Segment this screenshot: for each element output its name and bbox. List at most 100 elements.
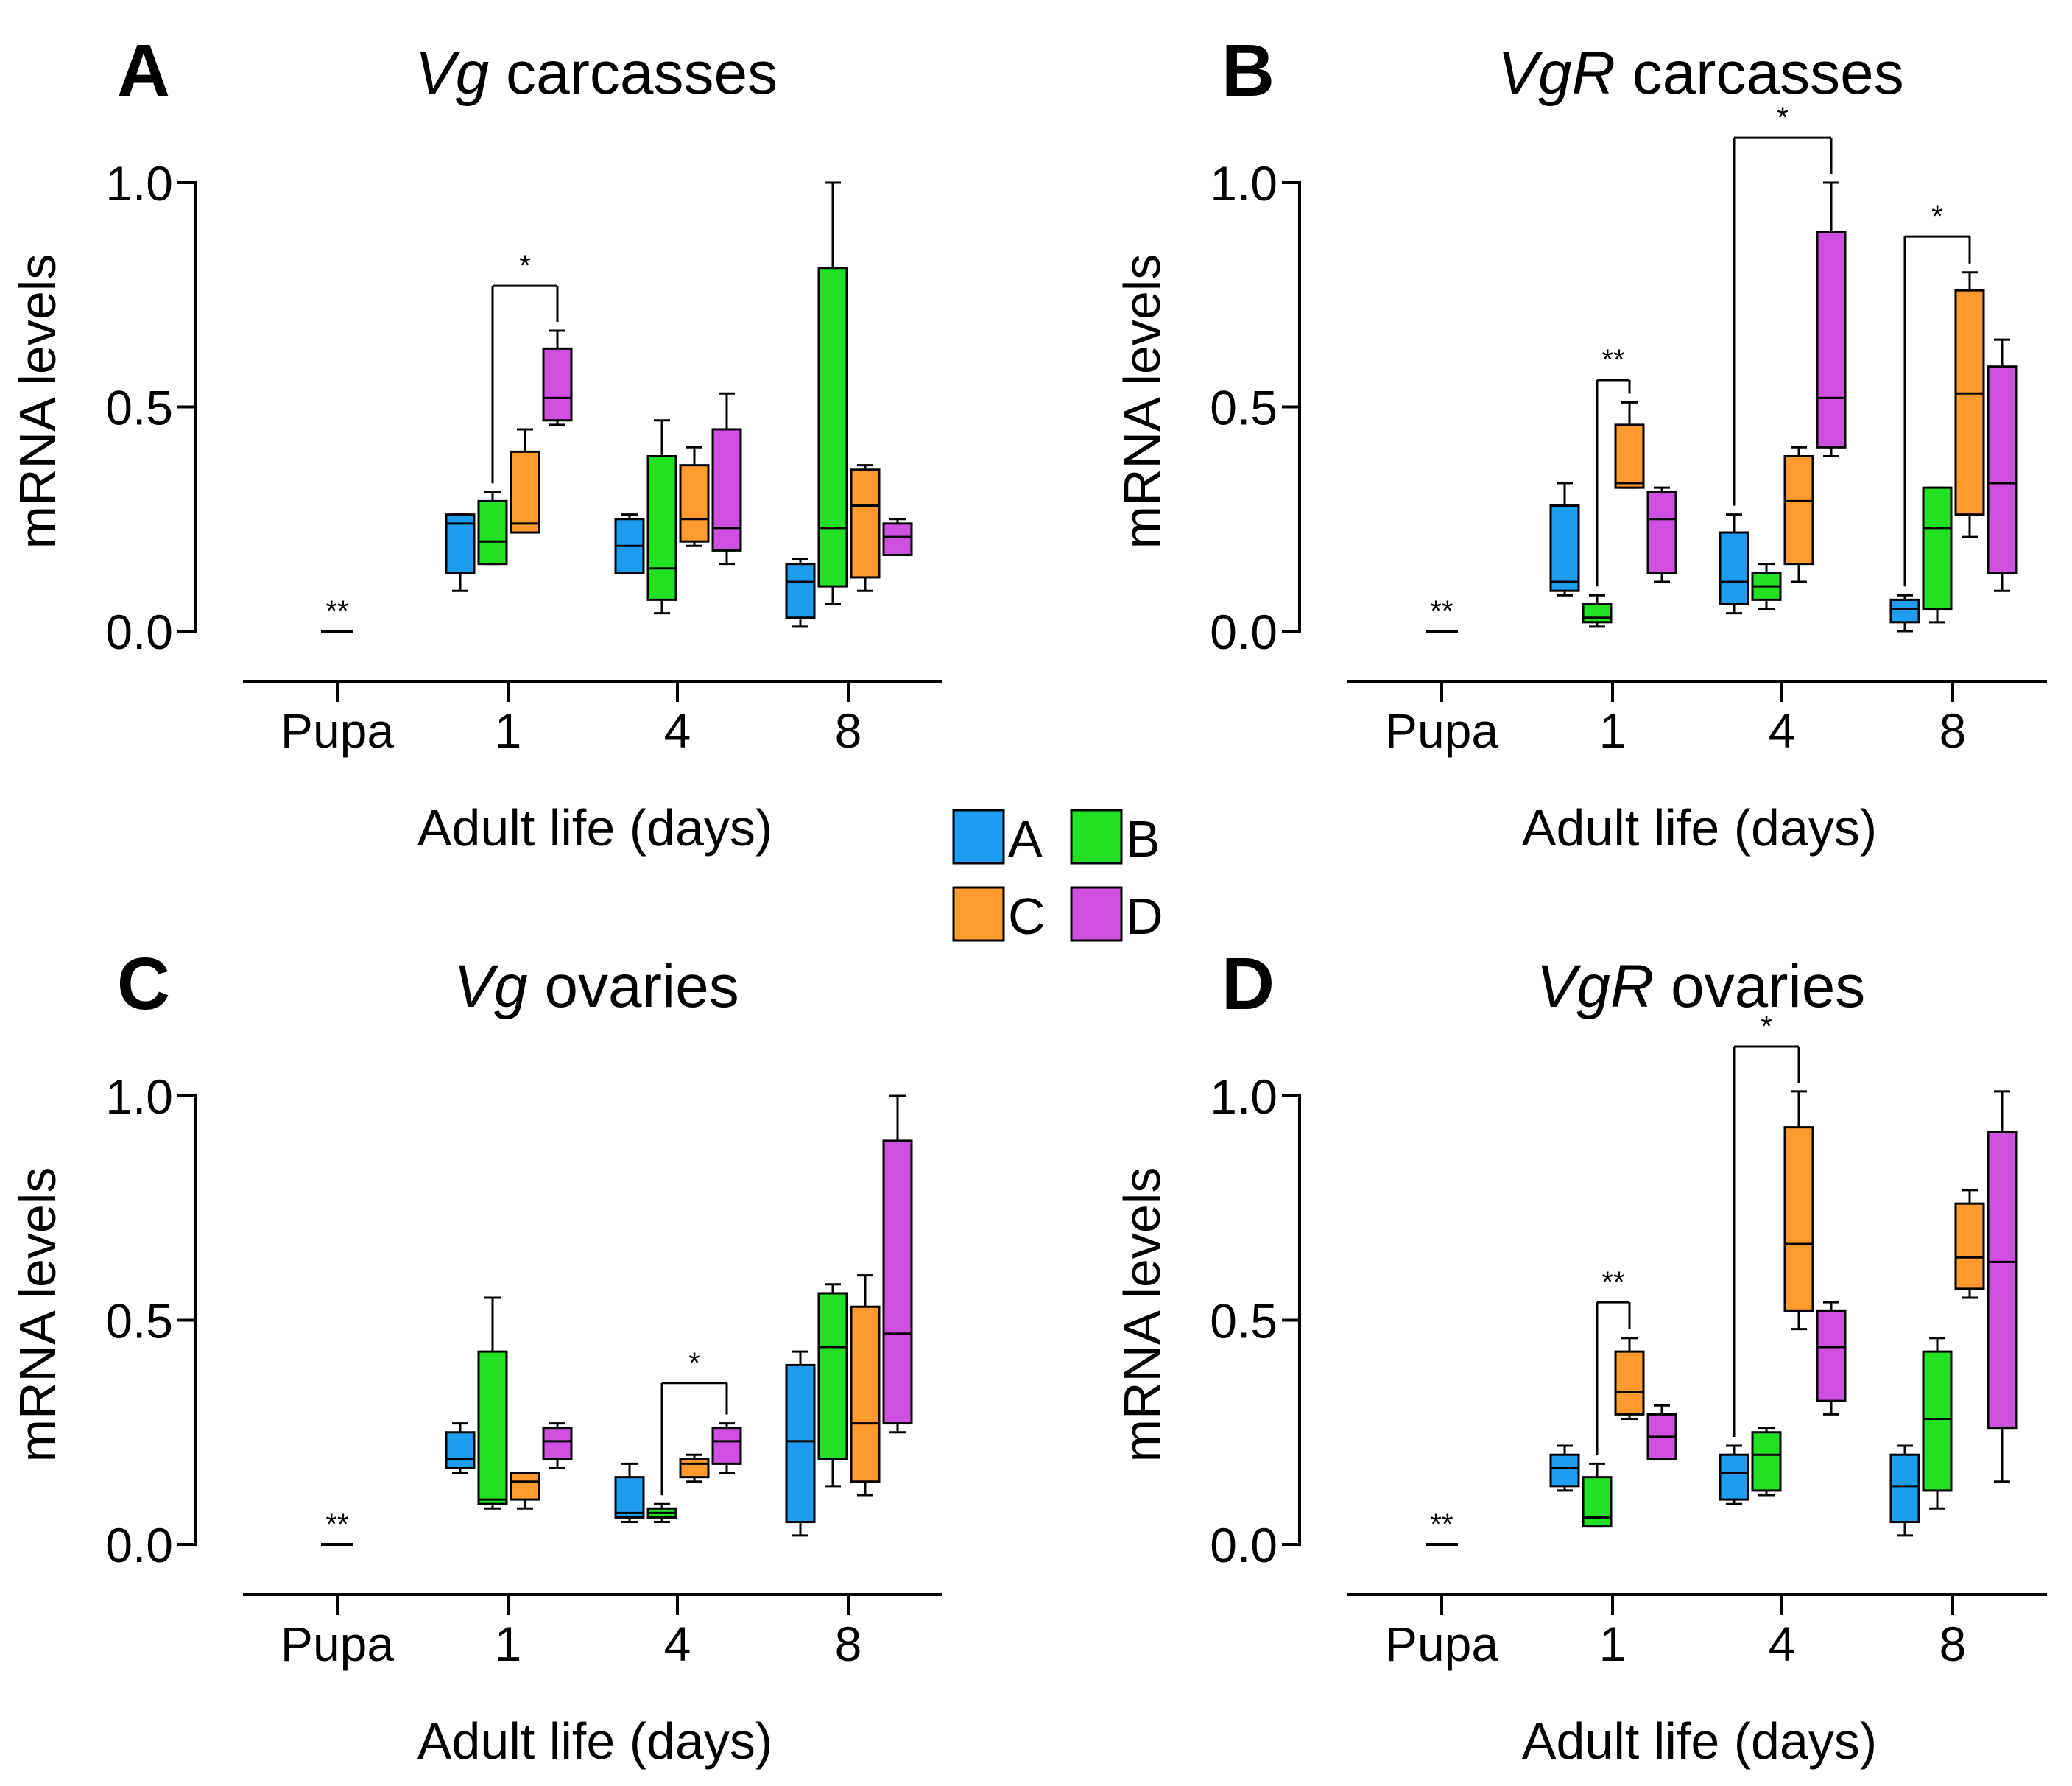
legend-swatch xyxy=(952,809,1005,865)
box-iqr xyxy=(785,1363,816,1524)
box-4-B xyxy=(1751,1427,1782,1497)
x-axis-label: Adult life (days) xyxy=(417,799,772,857)
panel-letter: B xyxy=(1222,29,1275,112)
chart-title: Vg carcasses xyxy=(415,40,778,107)
box-iqr xyxy=(1987,1131,2018,1430)
legend-item-A: A xyxy=(952,809,1043,868)
panel-letter: A xyxy=(117,29,170,112)
x-tick-label: 4 xyxy=(1769,703,1796,758)
x-tick-label: Pupa xyxy=(1385,703,1498,758)
significance-label: * xyxy=(1931,200,1943,233)
box-4-B xyxy=(646,1502,677,1524)
box-iqr xyxy=(1922,486,1953,611)
box-iqr xyxy=(1751,1431,1782,1492)
box-8-C xyxy=(1954,1189,1985,1299)
box-iqr xyxy=(1816,1309,1847,1402)
box-iqr xyxy=(1582,602,1613,624)
significance-label: * xyxy=(688,1347,700,1379)
x-tick-label: 1 xyxy=(495,703,522,758)
box-iqr xyxy=(1719,1453,1749,1501)
box-1-D xyxy=(1646,1404,1677,1460)
x-tick-label: 8 xyxy=(1939,1617,1967,1671)
y-tick-label: 0.5 xyxy=(1210,1294,1278,1349)
chart-title-rest: ovaries xyxy=(1654,953,1865,1020)
y-axis-label: mRNA levels xyxy=(1113,1167,1171,1463)
box-1-A xyxy=(1549,482,1580,597)
box-4-A xyxy=(1719,1444,1749,1505)
box-iqr xyxy=(1783,1126,1814,1312)
chart-title-italic: Vg xyxy=(454,953,527,1020)
x-axis-label: Adult life (days) xyxy=(1522,799,1877,857)
box-4-A xyxy=(614,513,645,574)
chart-title-rest: carcasses xyxy=(489,40,778,107)
box-1-C xyxy=(510,1472,540,1510)
box-4-D xyxy=(711,1422,742,1474)
box-iqr xyxy=(679,1458,710,1479)
box-iqr xyxy=(1549,504,1580,592)
box-iqr xyxy=(1889,1453,1920,1524)
box-iqr xyxy=(510,450,540,534)
significance-bracket: * xyxy=(491,250,559,484)
x-tick-label: Pupa xyxy=(281,703,394,758)
y-tick-label: 0.0 xyxy=(105,1518,173,1572)
box-1-B xyxy=(477,491,508,566)
box-8-A xyxy=(1889,1444,1920,1537)
box-1-A xyxy=(1549,1444,1580,1492)
legend-item-B: B xyxy=(1070,809,1160,868)
chart-title: VgR carcasses xyxy=(1498,40,1903,107)
box-8-B xyxy=(1922,486,1953,624)
panel-D: D VgR ovaries 0.0 0.5 1.0 mRNA levels Pupa 1 4 8 A… xyxy=(1113,943,2047,1770)
box-4-A xyxy=(1719,513,1749,615)
box-4-C xyxy=(679,446,710,547)
y-axis-label: mRNA levels xyxy=(9,1167,66,1463)
box-8-C xyxy=(850,1274,881,1497)
y-tick-label: 1.0 xyxy=(105,156,173,211)
box-iqr xyxy=(882,522,913,556)
x-tick-label: 8 xyxy=(1939,703,1967,758)
y-tick-label: 0.5 xyxy=(105,1294,173,1349)
box-8-B xyxy=(1922,1337,1953,1510)
significance-bracket: ** xyxy=(1596,344,1631,587)
box-1-C xyxy=(1614,1337,1645,1420)
box-iqr xyxy=(614,1476,645,1519)
chart-title: VgR ovaries xyxy=(1537,953,1866,1020)
box-iqr xyxy=(817,1292,848,1460)
y-axis-label: mRNA levels xyxy=(9,254,66,549)
box-iqr xyxy=(850,468,881,579)
box-4-C xyxy=(679,1453,710,1483)
box-iqr xyxy=(1783,454,1814,566)
x-tick-label: 4 xyxy=(1769,1617,1796,1671)
box-iqr xyxy=(1582,1476,1613,1528)
box-4-C xyxy=(1783,1090,1814,1331)
box-iqr xyxy=(1816,231,1847,449)
significance-bracket: * xyxy=(1733,102,1833,506)
y-tick-label: 0.5 xyxy=(1210,381,1278,435)
legend-item-C: C xyxy=(952,886,1046,945)
box-iqr xyxy=(1719,531,1749,605)
box-1-D xyxy=(542,329,573,426)
box-iqr xyxy=(510,1472,540,1501)
box-iqr xyxy=(785,563,816,619)
box-4-A xyxy=(614,1462,645,1524)
pupa-significance-label: ** xyxy=(325,1508,348,1541)
box-1-D xyxy=(542,1422,573,1469)
x-tick-label: 4 xyxy=(664,703,691,758)
box-iqr xyxy=(646,454,677,601)
box-4-B xyxy=(1751,563,1782,611)
significance-label: * xyxy=(1761,1010,1772,1043)
x-tick-label: 1 xyxy=(1599,1617,1627,1671)
box-iqr xyxy=(1987,365,2018,574)
chart-title-italic: VgR xyxy=(1498,40,1615,107)
box-8-D xyxy=(1987,338,2018,592)
chart-title-rest: carcasses xyxy=(1615,40,1904,107)
panels-layer: A Vg carcasses 0.0 0.5 1.0 mRNA levels Pupa 1 4 8… xyxy=(9,29,2047,1770)
chart-title-italic: Vg xyxy=(415,40,489,107)
box-iqr xyxy=(1954,1202,1985,1290)
y-tick-label: 1.0 xyxy=(105,1069,173,1124)
box-iqr xyxy=(477,1350,508,1505)
box-8-D xyxy=(882,518,913,556)
x-tick-label: 8 xyxy=(835,1617,862,1671)
box-8-A xyxy=(785,1350,816,1537)
box-1-A xyxy=(445,513,476,592)
panel-C: C Vg ovaries 0.0 0.5 1.0 mRNA levels Pupa 1 4 8 Ad… xyxy=(9,943,942,1770)
